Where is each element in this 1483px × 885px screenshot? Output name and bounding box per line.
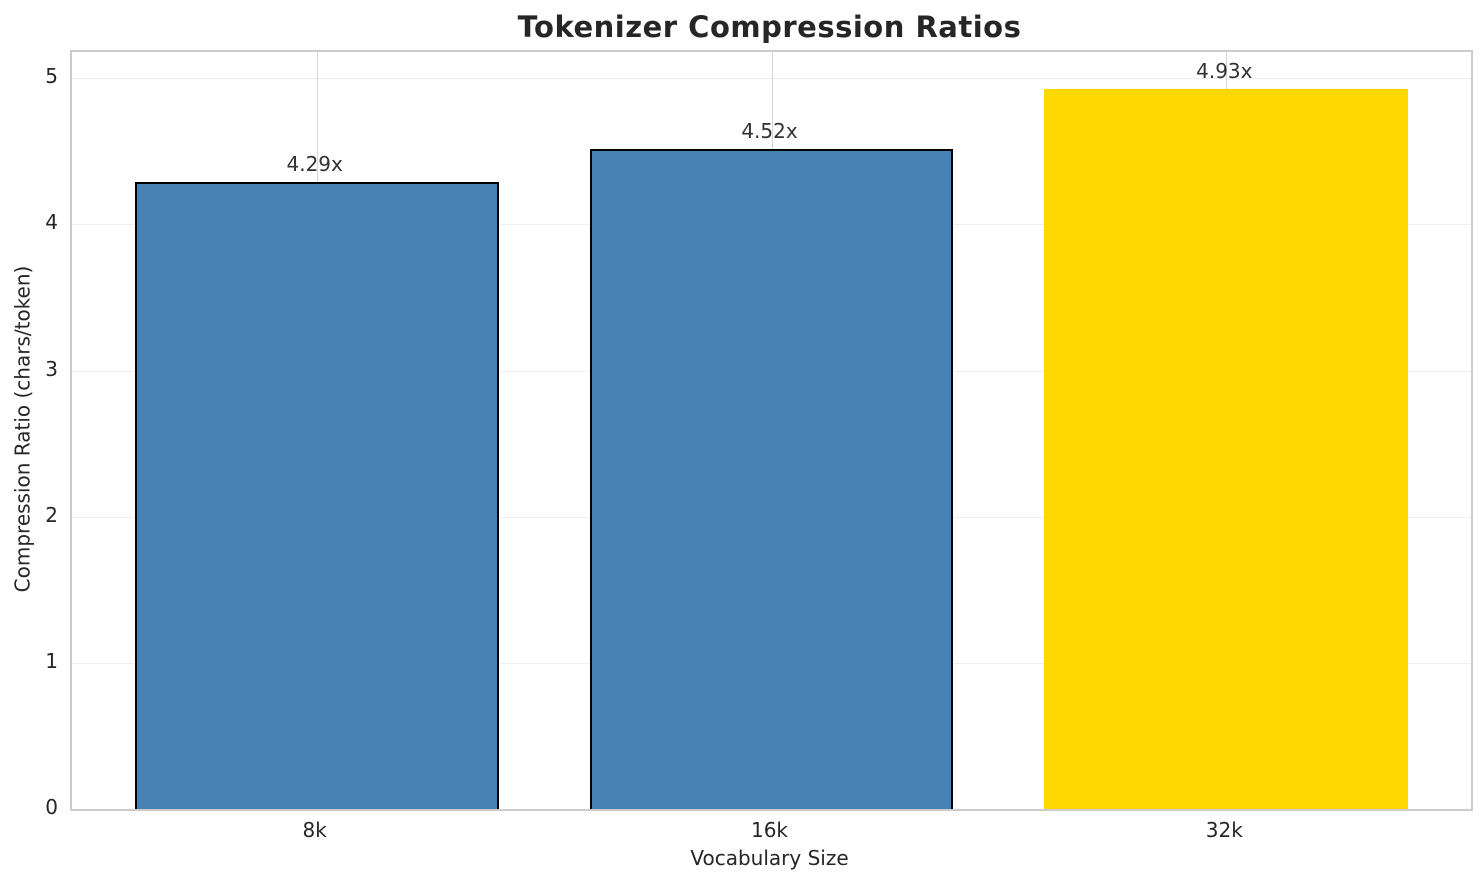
y-tick-label: 4 — [45, 210, 58, 235]
bar-value-label: 4.52x — [741, 118, 798, 143]
y-tick-label: 2 — [45, 502, 58, 527]
bar-value-label: 4.29x — [286, 152, 343, 177]
bar-8k — [134, 182, 499, 809]
y-tick-label: 0 — [45, 795, 58, 819]
chart-title: Tokenizer Compression Ratios — [517, 10, 1022, 44]
y-tick-label: 5 — [45, 64, 58, 89]
bar-value-label: 4.93x — [1196, 58, 1253, 83]
x-tick-label: 16k — [750, 818, 789, 842]
x-tick-label: 32k — [1205, 818, 1243, 842]
bar-16k — [589, 148, 954, 809]
x-tick-label: 8k — [302, 818, 327, 842]
y-tick-label: 3 — [45, 356, 58, 381]
x-axis-label: Vocabulary Size — [690, 846, 849, 870]
plot-area — [70, 50, 1473, 811]
y-tick-label: 1 — [45, 648, 58, 673]
y-axis-label-container: Compression Ratio (chars/token) — [0, 50, 44, 807]
y-axis-label: Compression Ratio (chars/token) — [10, 265, 34, 592]
bar-32k — [1044, 88, 1409, 809]
